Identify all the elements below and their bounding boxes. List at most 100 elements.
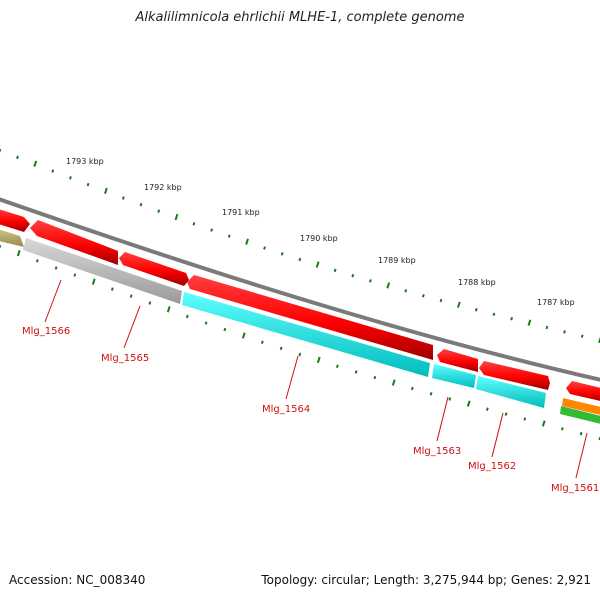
tick-mark bbox=[129, 294, 133, 298]
gene-labels: Mlg_1566 Mlg_1565 Mlg_1564 Mlg_1563 Mlg_1562… bbox=[22, 279, 599, 494]
scale-label: 1792 kbp bbox=[144, 183, 182, 192]
tick-mark bbox=[185, 314, 189, 319]
reverse-strand bbox=[0, 229, 600, 424]
tick-mark bbox=[33, 160, 38, 167]
gene-label: Mlg_1563 bbox=[413, 446, 461, 457]
tick-mark bbox=[148, 301, 152, 305]
tick-mark bbox=[54, 266, 58, 270]
cds-arrow bbox=[30, 220, 118, 265]
scale-label: 1789 kbp bbox=[378, 256, 416, 265]
tick-mark bbox=[139, 202, 143, 207]
tick-mark bbox=[210, 228, 214, 232]
tick-mark bbox=[598, 336, 600, 344]
tick-mark bbox=[298, 257, 302, 262]
tick-mark bbox=[456, 301, 461, 308]
tick-mark bbox=[354, 370, 358, 374]
gene-cyan bbox=[182, 292, 430, 377]
tick-mark bbox=[466, 400, 471, 407]
tick-mark bbox=[386, 282, 391, 289]
tick-mark bbox=[545, 325, 549, 330]
cds-arrow bbox=[0, 209, 30, 232]
tick-mark bbox=[373, 375, 377, 380]
scale-label: 1790 kbp bbox=[300, 234, 338, 243]
cds-arrow bbox=[187, 275, 433, 360]
map-title: Alkalilimnicola ehrlichii MLHE-1, comple… bbox=[135, 10, 465, 25]
tick-mark bbox=[192, 222, 196, 226]
scale-labels: 1793 kbp 1792 kbp 1791 kbp 1790 kbp 1789 kbp… bbox=[66, 157, 575, 307]
tick-mark bbox=[16, 250, 21, 257]
gene-label: Mlg_1565 bbox=[101, 353, 149, 364]
tick-mark bbox=[580, 334, 584, 338]
accession-text: Accession: NC_008340 bbox=[9, 573, 146, 587]
tick-mark bbox=[263, 246, 266, 250]
tick-mark bbox=[260, 340, 264, 344]
tick-mark bbox=[541, 420, 546, 427]
scale-label: 1793 kbp bbox=[66, 157, 104, 166]
scale-label: 1787 kbp bbox=[537, 298, 575, 307]
tick-mark bbox=[560, 427, 564, 431]
tick-mark bbox=[448, 397, 452, 401]
tick-mark bbox=[563, 330, 566, 334]
leader-line bbox=[285, 355, 299, 400]
gene-olive bbox=[0, 229, 24, 247]
gene-cyan bbox=[476, 376, 546, 408]
tick-mark bbox=[204, 321, 208, 325]
tick-mark bbox=[510, 317, 514, 321]
tick-mark bbox=[485, 407, 489, 411]
tick-mark bbox=[227, 234, 231, 238]
tick-mark bbox=[157, 209, 161, 213]
gene-orange bbox=[562, 398, 600, 415]
tick-mark bbox=[280, 252, 284, 256]
tick-mark bbox=[523, 417, 527, 421]
tick-mark bbox=[335, 364, 339, 368]
gene-label: Mlg_1561 bbox=[551, 483, 599, 494]
tick-mark bbox=[91, 278, 96, 285]
tick-mark bbox=[492, 312, 496, 317]
tick-mark bbox=[73, 273, 77, 277]
tick-mark bbox=[121, 196, 125, 200]
tick-mark bbox=[241, 332, 246, 339]
cds-arrow bbox=[479, 361, 550, 390]
cds-arrow bbox=[119, 252, 189, 286]
leader-line bbox=[436, 396, 449, 442]
leader-line bbox=[123, 305, 141, 349]
tick-mark bbox=[351, 273, 355, 278]
leader-line bbox=[491, 412, 504, 458]
tick-mark bbox=[315, 261, 320, 268]
gene-label: Mlg_1566 bbox=[22, 326, 70, 337]
leader-line bbox=[44, 279, 62, 323]
tick-mark bbox=[504, 412, 508, 416]
tick-mark bbox=[110, 287, 114, 291]
gene-green bbox=[560, 406, 600, 424]
tick-mark bbox=[223, 327, 227, 332]
genome-backbone bbox=[0, 197, 600, 382]
tick-mark bbox=[0, 244, 2, 249]
cds-arrow bbox=[566, 381, 600, 401]
tick-mark bbox=[333, 268, 337, 273]
tick-mark bbox=[404, 289, 408, 293]
tick-mark bbox=[51, 169, 55, 173]
tick-mark bbox=[579, 431, 583, 436]
tick-mark bbox=[527, 319, 532, 326]
gene-label: Mlg_1564 bbox=[262, 404, 310, 415]
genome-summary-text: Topology: circular; Length: 3,275,944 bp… bbox=[261, 573, 591, 587]
tick-mark bbox=[410, 386, 414, 391]
tick-mark bbox=[316, 356, 321, 364]
tick-mark bbox=[86, 182, 90, 187]
scale-label: 1788 kbp bbox=[458, 278, 496, 287]
tick-mark bbox=[421, 294, 425, 298]
tick-mark bbox=[279, 346, 283, 351]
gene-cyan bbox=[432, 364, 476, 388]
tick-mark bbox=[104, 187, 108, 195]
tick-mark bbox=[16, 155, 19, 160]
tick-mark bbox=[69, 176, 72, 180]
tick-mark bbox=[0, 148, 2, 153]
gene-label: Mlg_1562 bbox=[468, 461, 516, 472]
tick-mark bbox=[474, 308, 478, 312]
tick-mark bbox=[439, 298, 443, 303]
cds-arrow bbox=[437, 349, 478, 372]
scale-ticks-outer bbox=[0, 148, 600, 344]
tick-mark bbox=[429, 392, 433, 396]
leader-line bbox=[575, 432, 588, 479]
